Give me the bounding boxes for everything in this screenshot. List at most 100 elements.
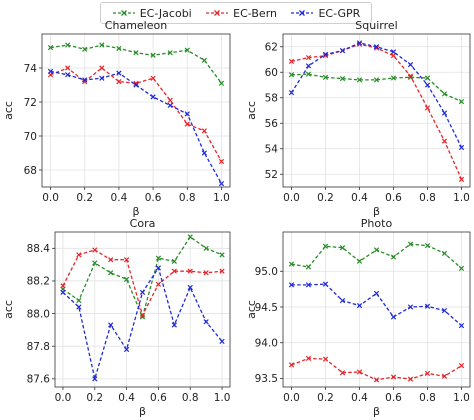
data-point-ec-jacobi: [390, 254, 397, 260]
data-point-ec-gpr: [322, 51, 329, 58]
data-point-ec-gpr: [108, 322, 114, 328]
x-tick-label: 0.0: [283, 192, 300, 204]
data-point-ec-gpr: [218, 180, 225, 187]
subplot-title: Squirrel: [355, 19, 397, 32]
data-point-ec-jacobi: [458, 98, 465, 105]
data-point-ec-jacobi: [322, 243, 329, 249]
data-point-ec-jacobi: [305, 264, 312, 270]
x-tick-label: 0.2: [317, 392, 334, 404]
data-point-ec-gpr: [441, 307, 448, 314]
data-point-ec-jacobi: [441, 250, 448, 257]
y-axis-label: acc: [2, 101, 15, 120]
plot-frame: [282, 231, 471, 388]
subplot-title: Chameleon: [105, 19, 167, 32]
data-point-ec-gpr: [219, 338, 225, 344]
x-axis-label: β: [139, 405, 146, 418]
series-line-ec-jacobi: [50, 44, 223, 84]
y-tick-label: 88.4: [27, 243, 51, 255]
data-point-ec-jacobi: [322, 74, 329, 80]
data-point-ec-bern: [373, 377, 380, 383]
data-point-ec-bern: [390, 374, 397, 380]
x-tick-label: 0.6: [385, 392, 402, 404]
legend-swatch-ec-bern: [205, 8, 229, 18]
legend-label-ec-gpr: EC-GPR: [318, 6, 361, 20]
data-point-ec-gpr: [305, 63, 312, 69]
y-tick-label: 74: [24, 63, 38, 75]
legend-label-ec-bern: EC-Bern: [233, 6, 277, 20]
data-point-ec-gpr: [201, 150, 207, 156]
series-line-ec-bern: [291, 43, 463, 180]
data-point-ec-bern: [356, 369, 363, 375]
data-point-ec-bern: [139, 312, 146, 318]
x-axis-label: β: [373, 405, 380, 418]
data-point-ec-bern: [123, 257, 130, 263]
y-tick-label: 93.5: [255, 373, 278, 385]
data-point-ec-bern: [458, 362, 465, 369]
data-point-ec-bern: [201, 128, 207, 134]
data-point-ec-jacobi: [218, 80, 225, 86]
x-tick-label: 1.0: [214, 392, 231, 404]
data-point-ec-gpr: [60, 289, 66, 295]
data-point-ec-bern: [390, 53, 397, 59]
data-point-ec-bern: [150, 75, 156, 81]
data-point-ec-bern: [219, 268, 225, 274]
data-point-ec-gpr: [47, 68, 54, 75]
data-point-ec-jacobi: [424, 242, 431, 249]
x-tick-label: 1.0: [453, 392, 470, 404]
data-point-ec-bern: [339, 370, 346, 376]
data-point-ec-jacobi: [167, 50, 173, 56]
y-axis-label: acc: [245, 101, 258, 120]
data-point-ec-bern: [218, 158, 225, 165]
data-point-ec-gpr: [339, 297, 346, 304]
legend-item-ec-jacobi: EC-Jacobi: [112, 7, 192, 20]
y-tick-label: 94.5: [255, 302, 278, 314]
data-point-ec-gpr: [407, 61, 414, 68]
data-point-ec-gpr: [373, 44, 380, 50]
data-point-ec-bern: [322, 356, 329, 362]
data-point-ec-bern: [356, 41, 363, 47]
data-point-ec-bern: [133, 80, 139, 86]
data-point-ec-gpr: [390, 314, 397, 320]
data-point-ec-jacobi: [339, 245, 346, 251]
data-point-ec-jacobi: [47, 44, 54, 51]
x-tick-label: 0.2: [317, 192, 334, 204]
data-point-ec-bern: [407, 376, 414, 382]
data-point-ec-bern: [184, 121, 190, 127]
data-point-ec-gpr: [458, 322, 465, 329]
data-point-ec-bern: [108, 257, 114, 263]
y-tick-label: 70: [24, 131, 37, 143]
x-tick-label: 0.6: [385, 192, 402, 204]
x-tick-label: 0.4: [118, 392, 135, 404]
y-tick-label: 95.0: [255, 266, 278, 278]
y-axis-label: acc: [2, 300, 15, 319]
data-point-ec-bern: [167, 97, 173, 103]
plot-frame: [54, 231, 231, 388]
legend-swatch-ec-gpr: [290, 8, 314, 18]
data-point-ec-jacobi: [133, 50, 139, 56]
data-point-ec-gpr: [133, 82, 139, 88]
data-point-ec-gpr: [139, 289, 146, 295]
data-point-ec-jacobi: [390, 75, 397, 81]
data-point-ec-gpr: [373, 290, 380, 297]
y-tick-label: 62: [265, 42, 278, 54]
data-point-ec-gpr: [171, 322, 177, 328]
data-point-ec-gpr: [76, 304, 82, 310]
y-tick-label: 87.8: [27, 341, 50, 353]
data-point-ec-gpr: [203, 319, 209, 325]
data-point-ec-jacobi: [99, 42, 105, 48]
data-point-ec-bern: [407, 73, 414, 79]
data-point-ec-bern: [155, 281, 162, 287]
data-point-ec-gpr: [184, 111, 190, 117]
data-point-ec-jacobi: [65, 42, 71, 48]
data-point-ec-jacobi: [201, 57, 207, 63]
subplot-photo: 0.0 0.2 0.4 0.6 0.8 1.0 93.5 94.0 94.5 95.0 Photo β…: [245, 217, 471, 418]
x-tick-label: 0.2: [86, 392, 103, 404]
data-point-ec-gpr: [123, 346, 130, 353]
data-point-ec-bern: [305, 54, 312, 61]
data-point-ec-jacobi: [373, 77, 380, 83]
x-axis-label: β: [373, 205, 380, 218]
series-line-ec-jacobi: [291, 243, 462, 269]
legend-item-ec-bern: EC-Bern: [205, 7, 277, 20]
subplot-cora: 0.0 0.2 0.4 0.6 0.8 1.0 87.6 87.8 88.0 88.2 88.4 Co…: [2, 217, 231, 418]
subplot-title: Cora: [130, 217, 156, 230]
